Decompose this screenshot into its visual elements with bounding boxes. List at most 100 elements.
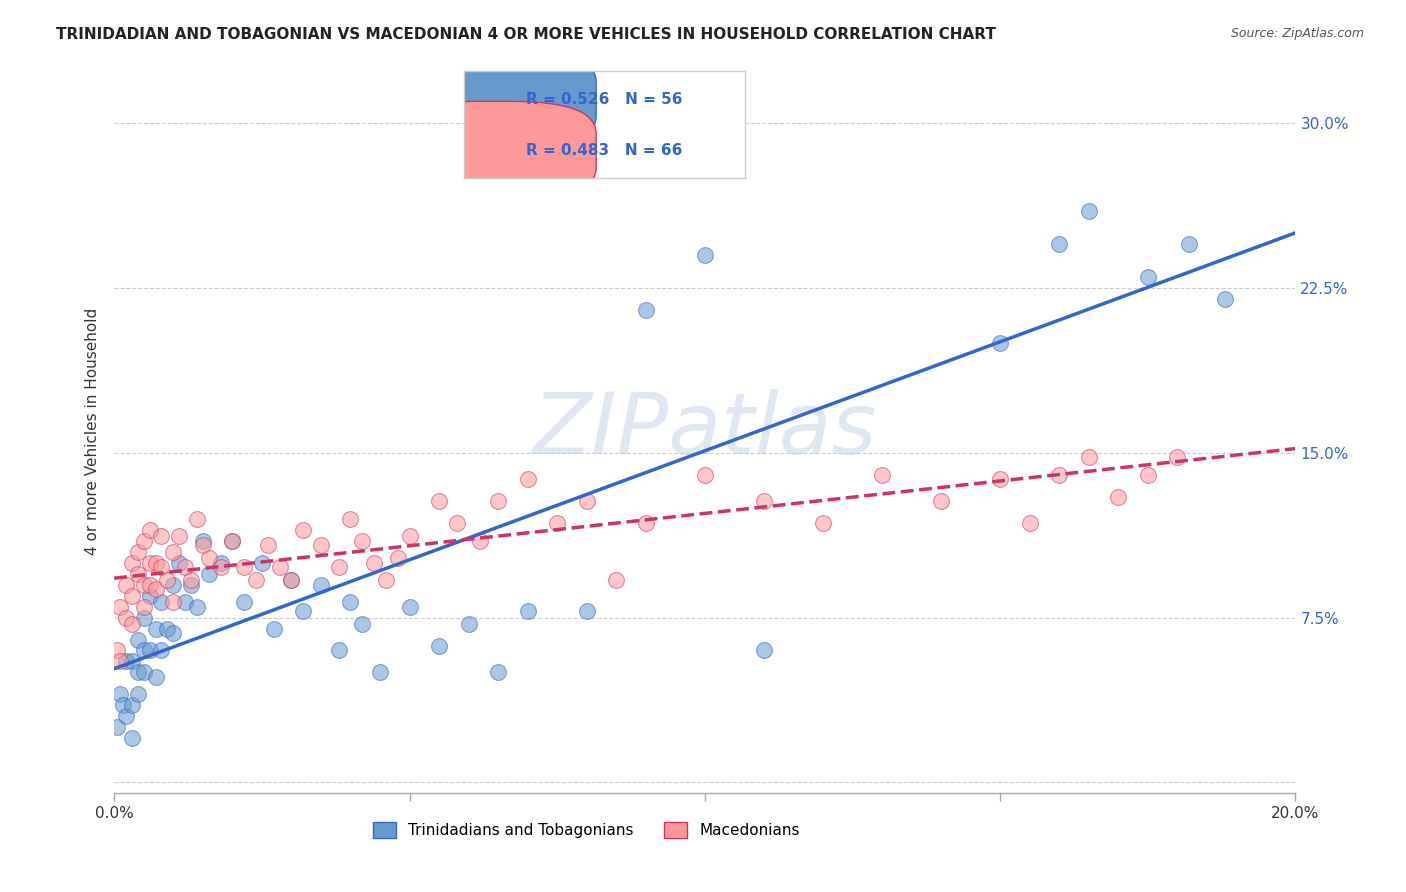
Point: [988, 472, 1011, 486]
Point: [363, 556, 385, 570]
Point: [1077, 450, 1099, 465]
Legend: Trinidadians and Tobagonians, Macedonians: Trinidadians and Tobagonians, Macedonian…: [367, 816, 806, 844]
Point: [280, 573, 302, 587]
Point: [138, 556, 160, 570]
Point: [180, 573, 202, 587]
Point: [127, 632, 149, 647]
Point: [132, 533, 155, 548]
Point: [197, 551, 219, 566]
Point: [387, 551, 409, 566]
Point: [121, 731, 143, 746]
Point: [339, 595, 361, 609]
Point: [427, 494, 450, 508]
Point: [105, 720, 128, 734]
Point: [180, 577, 202, 591]
Point: [446, 516, 468, 530]
Point: [470, 533, 492, 548]
Point: [156, 573, 179, 587]
Point: [233, 595, 256, 609]
Point: [150, 529, 173, 543]
Point: [693, 467, 716, 482]
Point: [516, 604, 538, 618]
Point: [150, 643, 173, 657]
Point: [112, 698, 135, 713]
Point: [162, 544, 184, 558]
Point: [256, 538, 278, 552]
Point: [309, 577, 332, 591]
Text: ZIPatlas: ZIPatlas: [533, 390, 877, 473]
Point: [263, 622, 285, 636]
Point: [374, 573, 396, 587]
Point: [132, 665, 155, 680]
Point: [988, 336, 1011, 351]
Point: [150, 560, 173, 574]
Point: [132, 643, 155, 657]
Point: [127, 566, 149, 581]
Point: [145, 582, 167, 596]
Point: [339, 512, 361, 526]
Point: [167, 556, 190, 570]
Point: [486, 665, 509, 680]
Point: [811, 516, 834, 530]
Text: R = 0.483   N = 66: R = 0.483 N = 66: [526, 143, 682, 158]
Point: [115, 610, 138, 624]
Point: [634, 516, 657, 530]
Point: [1136, 467, 1159, 482]
Point: [174, 560, 197, 574]
Point: [145, 670, 167, 684]
Point: [1107, 490, 1129, 504]
Point: [127, 687, 149, 701]
Point: [145, 622, 167, 636]
Point: [328, 643, 350, 657]
Point: [486, 494, 509, 508]
Point: [575, 494, 598, 508]
Point: [352, 533, 374, 548]
Point: [121, 589, 143, 603]
FancyBboxPatch shape: [394, 102, 596, 200]
Point: [398, 529, 420, 543]
Text: TRINIDADIAN AND TOBAGONIAN VS MACEDONIAN 4 OR MORE VEHICLES IN HOUSEHOLD CORRELA: TRINIDADIAN AND TOBAGONIAN VS MACEDONIAN…: [56, 27, 995, 42]
Y-axis label: 4 or more Vehicles in Household: 4 or more Vehicles in Household: [86, 307, 100, 555]
Point: [292, 604, 315, 618]
Point: [693, 248, 716, 262]
Text: Source: ZipAtlas.com: Source: ZipAtlas.com: [1230, 27, 1364, 40]
Point: [162, 626, 184, 640]
Point: [186, 599, 208, 614]
Point: [1077, 204, 1099, 219]
Point: [1213, 292, 1236, 306]
Point: [197, 566, 219, 581]
Point: [138, 643, 160, 657]
Point: [108, 655, 131, 669]
Point: [1136, 270, 1159, 285]
Point: [167, 529, 190, 543]
Point: [221, 533, 243, 548]
Point: [162, 577, 184, 591]
Point: [575, 604, 598, 618]
Point: [121, 655, 143, 669]
Point: [191, 538, 214, 552]
Point: [269, 560, 291, 574]
Point: [1166, 450, 1188, 465]
Point: [138, 589, 160, 603]
Point: [752, 494, 775, 508]
Point: [105, 643, 128, 657]
Point: [309, 538, 332, 552]
FancyBboxPatch shape: [394, 50, 596, 148]
Point: [516, 472, 538, 486]
Point: [209, 560, 232, 574]
Point: [292, 523, 315, 537]
Point: [138, 523, 160, 537]
Point: [221, 533, 243, 548]
Point: [121, 556, 143, 570]
Point: [186, 512, 208, 526]
Point: [174, 595, 197, 609]
Point: [115, 655, 138, 669]
Point: [457, 617, 479, 632]
Point: [121, 617, 143, 632]
Point: [1178, 237, 1201, 252]
Point: [156, 622, 179, 636]
Point: [127, 544, 149, 558]
Point: [1047, 237, 1070, 252]
Point: [605, 573, 627, 587]
Point: [398, 599, 420, 614]
